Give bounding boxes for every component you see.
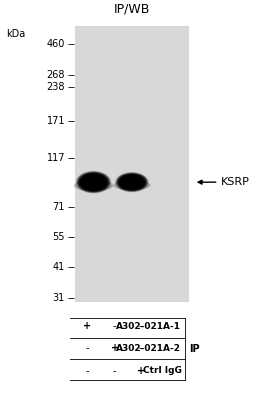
- Ellipse shape: [76, 171, 111, 194]
- Text: A302-021A-1: A302-021A-1: [116, 322, 182, 331]
- Ellipse shape: [119, 174, 145, 190]
- Ellipse shape: [116, 173, 148, 192]
- Ellipse shape: [76, 171, 111, 193]
- Ellipse shape: [119, 174, 145, 190]
- Text: A302-021A-2: A302-021A-2: [116, 344, 182, 353]
- Ellipse shape: [77, 171, 110, 193]
- Text: +: +: [111, 344, 119, 353]
- Text: +: +: [83, 321, 91, 331]
- Text: KSRP: KSRP: [221, 177, 250, 187]
- Text: -: -: [86, 366, 89, 376]
- Ellipse shape: [78, 172, 110, 192]
- Text: 171: 171: [47, 116, 65, 126]
- Ellipse shape: [77, 172, 110, 193]
- Ellipse shape: [83, 175, 104, 189]
- Ellipse shape: [120, 175, 143, 189]
- Ellipse shape: [74, 180, 113, 191]
- Ellipse shape: [115, 172, 149, 192]
- Ellipse shape: [78, 172, 109, 192]
- Ellipse shape: [120, 175, 144, 190]
- Text: 71: 71: [53, 201, 65, 211]
- Text: 268: 268: [47, 70, 65, 80]
- Ellipse shape: [79, 173, 108, 191]
- Ellipse shape: [123, 177, 141, 188]
- Text: -: -: [113, 321, 116, 331]
- Ellipse shape: [122, 176, 142, 188]
- Ellipse shape: [83, 176, 104, 189]
- Ellipse shape: [122, 176, 142, 188]
- Ellipse shape: [81, 174, 106, 190]
- Ellipse shape: [116, 173, 147, 192]
- Text: kDa: kDa: [6, 29, 25, 39]
- Ellipse shape: [81, 174, 106, 190]
- Ellipse shape: [117, 173, 147, 191]
- Text: 31: 31: [53, 293, 65, 303]
- Text: -: -: [113, 366, 116, 376]
- Ellipse shape: [120, 175, 144, 190]
- Text: -: -: [86, 344, 89, 353]
- Ellipse shape: [82, 175, 105, 190]
- Ellipse shape: [118, 173, 146, 191]
- Ellipse shape: [121, 176, 143, 189]
- Ellipse shape: [80, 173, 107, 191]
- Ellipse shape: [123, 177, 141, 187]
- Ellipse shape: [115, 172, 148, 192]
- Ellipse shape: [123, 177, 140, 187]
- Text: IP: IP: [189, 344, 199, 354]
- Text: +: +: [136, 366, 145, 376]
- Ellipse shape: [79, 173, 108, 192]
- Ellipse shape: [84, 176, 103, 188]
- Ellipse shape: [80, 174, 107, 190]
- Text: -: -: [139, 344, 142, 353]
- Ellipse shape: [121, 176, 143, 189]
- Ellipse shape: [84, 176, 103, 188]
- Text: 238: 238: [47, 82, 65, 92]
- Text: 117: 117: [47, 153, 65, 163]
- Text: 55: 55: [52, 232, 65, 242]
- Bar: [75, 26, 189, 302]
- Ellipse shape: [85, 176, 102, 188]
- Text: IP/WB: IP/WB: [114, 3, 150, 16]
- Text: 41: 41: [53, 262, 65, 272]
- Ellipse shape: [82, 175, 105, 190]
- Ellipse shape: [113, 180, 151, 190]
- Ellipse shape: [117, 173, 146, 191]
- Ellipse shape: [118, 174, 146, 190]
- Text: Ctrl IgG: Ctrl IgG: [143, 366, 182, 375]
- Text: -: -: [139, 321, 142, 331]
- Ellipse shape: [79, 173, 109, 192]
- Text: 460: 460: [47, 39, 65, 49]
